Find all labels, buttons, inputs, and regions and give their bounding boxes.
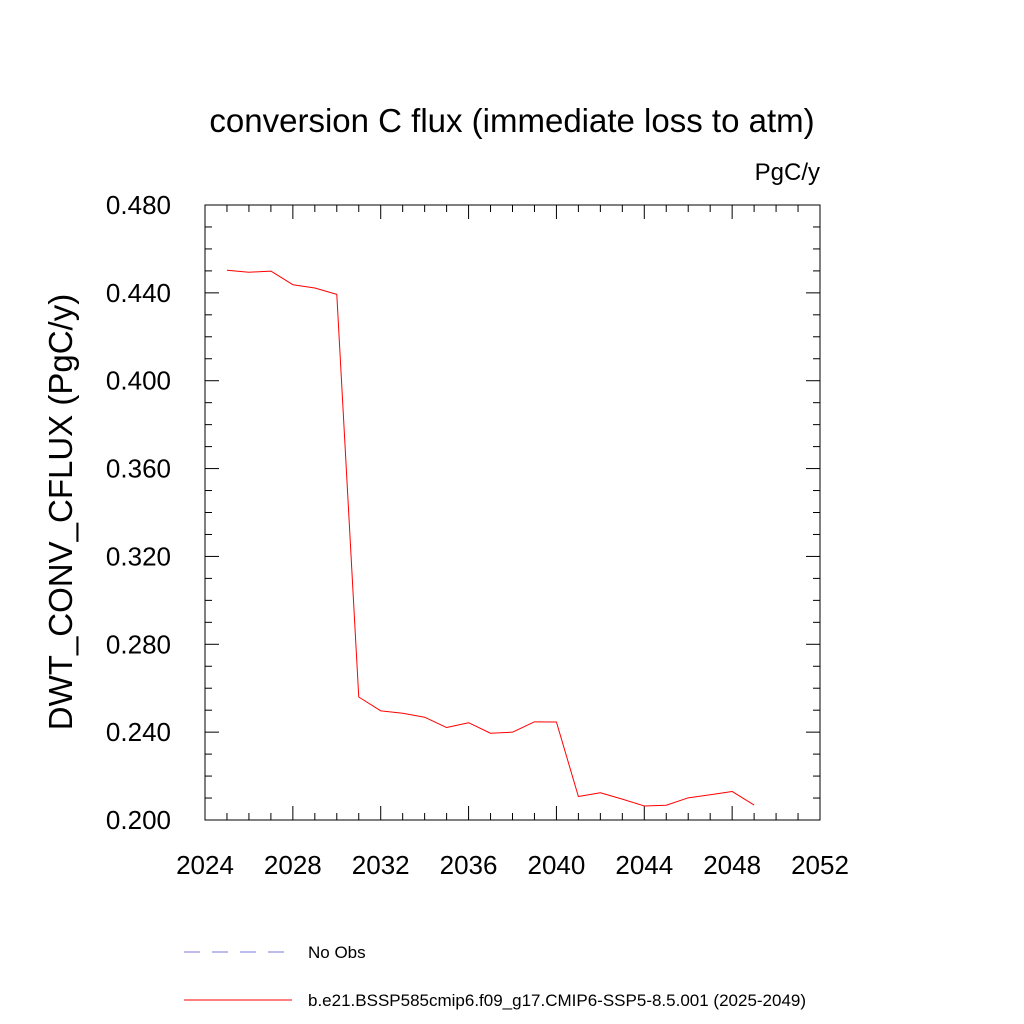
y-tick-label: 0.440 [106, 278, 171, 308]
y-tick-label: 0.280 [106, 629, 171, 659]
series-group [226, 269, 755, 807]
y-tick-label: 0.200 [106, 805, 171, 835]
x-tick-label: 2052 [791, 850, 849, 880]
axes-group: 2024 2028 2032 2036 2040 2044 2048 2052 0.200 0.2… [106, 190, 849, 880]
legend-label: b.e21.BSSP585cmip6.f09_g17.CMIP6-SSP5-8.… [308, 991, 806, 1010]
legend: No Obs b.e21.BSSP585cmip6.f09_g17.CMIP6-S… [184, 943, 806, 1010]
x-tick-label: 2036 [440, 850, 498, 880]
x-tick-label: 2040 [528, 850, 586, 880]
y-tick-label: 0.480 [106, 190, 171, 220]
x-tick-label: 2024 [176, 850, 234, 880]
y-axis-label: DWT_CONV_CFLUX (PgC/y) [42, 294, 79, 730]
x-tick-label: 2032 [352, 850, 410, 880]
legend-label: No Obs [308, 943, 366, 962]
chart-title: conversion C flux (immediate loss to atm… [209, 102, 814, 139]
x-tick-label: 2048 [703, 850, 761, 880]
x-tick-label: 2044 [615, 850, 673, 880]
series-line [226, 269, 755, 807]
units-label: PgC/y [755, 159, 820, 186]
y-tick-label: 0.240 [106, 717, 171, 747]
plot-frame [204, 204, 821, 821]
y-tick-label: 0.400 [106, 366, 171, 396]
x-tick-label: 2028 [264, 850, 322, 880]
y-tick-label: 0.360 [106, 454, 171, 484]
y-tick-label: 0.320 [106, 541, 171, 571]
